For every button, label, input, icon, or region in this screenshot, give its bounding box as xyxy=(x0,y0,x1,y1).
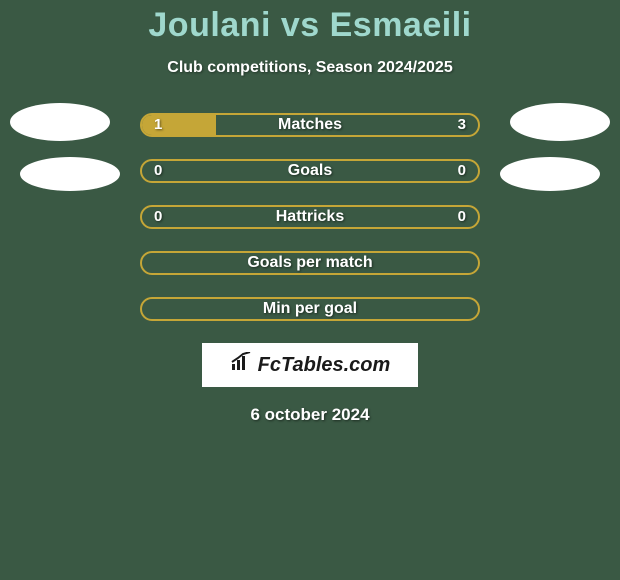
logo-text: FcTables.com xyxy=(258,354,391,377)
stat-label: Min per goal xyxy=(142,299,478,319)
chart-icon xyxy=(230,352,254,378)
stat-label: Matches xyxy=(142,115,478,135)
comparison-title: Joulani vs Esmaeili xyxy=(0,0,620,45)
stat-row: 0Goals0 xyxy=(140,159,480,183)
stat-row: Min per goal xyxy=(140,297,480,321)
player-right-avatar-2 xyxy=(500,157,600,191)
stats-area: 1Matches30Goals00Hattricks0Goals per mat… xyxy=(0,113,620,321)
player-right-avatar-1 xyxy=(510,103,610,141)
comparison-subtitle: Club competitions, Season 2024/2025 xyxy=(0,59,620,77)
logo-box: FcTables.com xyxy=(202,343,418,387)
stat-row: 0Hattricks0 xyxy=(140,205,480,229)
stat-value-right: 0 xyxy=(458,207,466,227)
stat-row: 1Matches3 xyxy=(140,113,480,137)
player-left-avatar-2 xyxy=(20,157,120,191)
stat-value-right: 3 xyxy=(458,115,466,135)
stat-label: Goals xyxy=(142,161,478,181)
stat-label: Hattricks xyxy=(142,207,478,227)
stat-row: Goals per match xyxy=(140,251,480,275)
stat-label: Goals per match xyxy=(142,253,478,273)
player-left-avatar-1 xyxy=(10,103,110,141)
fctables-logo: FcTables.com xyxy=(230,352,391,378)
stat-value-right: 0 xyxy=(458,161,466,181)
snapshot-date: 6 october 2024 xyxy=(0,405,620,425)
